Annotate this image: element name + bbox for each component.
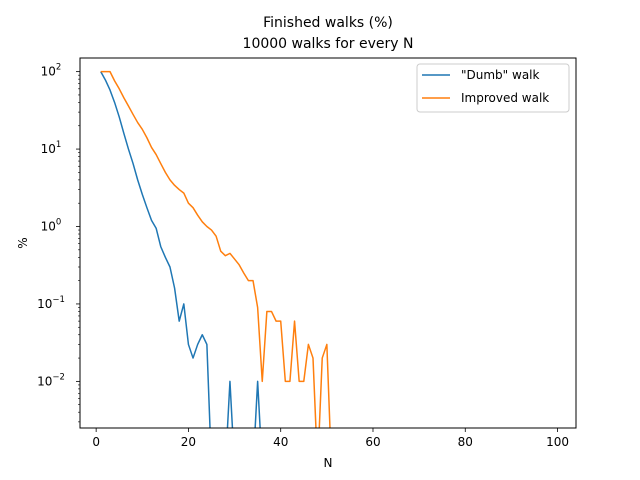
x-axis-label: N	[324, 456, 333, 470]
y-tick-label-0: 10−2	[37, 372, 65, 388]
y-tick-label-2: 100	[41, 218, 62, 234]
y-tick-label-1: 10−1	[37, 295, 65, 311]
series-line-0	[100, 71, 261, 428]
x-tick-label-2: 40	[273, 435, 288, 449]
x-tick-label-0: 0	[92, 435, 100, 449]
series-line-1	[100, 70, 331, 428]
y-axis: 10−2 10−1 100 101 102	[37, 63, 80, 423]
legend: "Dumb" walk Improved walk	[416, 63, 570, 113]
y-tick-label-4: 102	[41, 63, 62, 79]
legend-label-0: "Dumb" walk	[461, 68, 540, 82]
y-tick-label-3: 101	[41, 140, 62, 156]
y-axis-label: %	[16, 237, 30, 248]
legend-label-1: Improved walk	[461, 91, 549, 105]
series-group	[100, 70, 331, 428]
chart-title: Finished walks (%)	[263, 15, 393, 31]
x-tick-label-5: 100	[546, 435, 569, 449]
x-tick-label-4: 80	[458, 435, 473, 449]
x-tick-label-3: 60	[365, 435, 380, 449]
legend-box	[416, 63, 570, 113]
plot-frame	[79, 57, 577, 429]
x-tick-label-1: 20	[181, 435, 196, 449]
chart-subtitle: 10000 walks for every N	[243, 36, 414, 52]
x-axis: 0 20 40 60 80 100	[92, 428, 569, 449]
